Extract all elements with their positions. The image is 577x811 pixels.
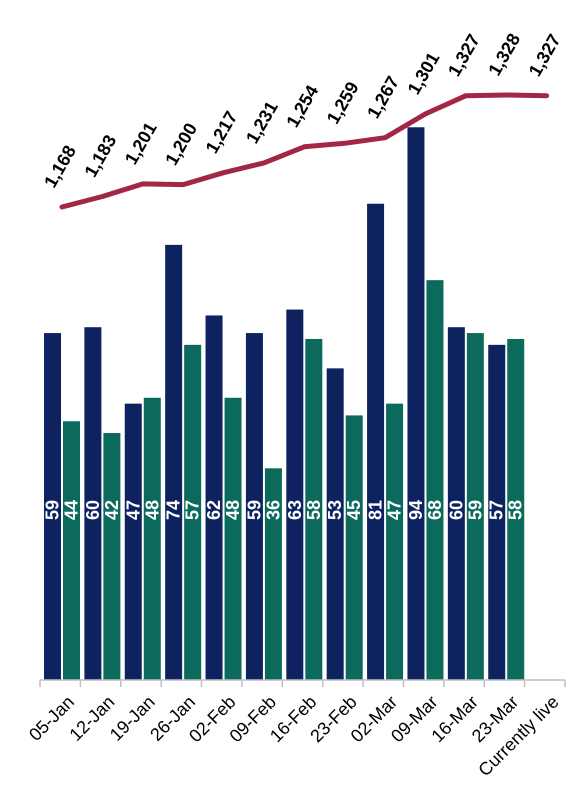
bar-b-3 <box>184 344 202 680</box>
line-layer: 1,168 1,183 1,201 1,200 1,217 1,231 1,254 1,259… <box>40 30 565 210</box>
line-label-11: 1,328 <box>484 30 524 79</box>
bar-b-1 <box>103 433 121 680</box>
bar-label-a-0: 59 <box>43 500 63 520</box>
bar-label-b-8: 47 <box>385 500 405 520</box>
bar-label-b-3: 57 <box>183 500 203 520</box>
x-tick-label-2: 19-Jan <box>106 692 159 745</box>
bar-label-b-6: 58 <box>304 500 324 520</box>
bar-a-9 <box>407 127 425 680</box>
bar-a-2 <box>124 403 142 680</box>
bar-label-b-5: 36 <box>263 500 283 520</box>
bar-label-a-10: 60 <box>446 500 466 520</box>
bar-a-6 <box>286 309 304 680</box>
bar-label-a-6: 63 <box>285 500 305 520</box>
bar-a-8 <box>367 203 385 680</box>
bar-a-7 <box>326 368 344 680</box>
line-label-3: 1,200 <box>161 120 201 169</box>
bar-b-6 <box>305 338 323 680</box>
bar-b-2 <box>143 397 161 680</box>
line-label-4: 1,217 <box>202 108 242 157</box>
line-label-9: 1,301 <box>404 49 444 98</box>
x-tick-label-1: 12-Jan <box>65 692 118 745</box>
line-label-8: 1,267 <box>363 73 403 122</box>
x-axis: 05-Jan12-Jan19-Jan26-Jan02-Feb09-Feb16-F… <box>25 679 566 780</box>
bar-label-a-5: 59 <box>244 500 264 520</box>
bar-label-b-11: 58 <box>506 500 526 520</box>
bar-b-0 <box>63 421 80 680</box>
bar-label-b-2: 48 <box>142 500 162 520</box>
bar-b-10 <box>466 333 484 680</box>
bar-label-a-2: 47 <box>123 500 143 520</box>
bar-a-1 <box>84 327 102 680</box>
bar-label-a-7: 53 <box>325 500 345 520</box>
line-label-10: 1,327 <box>444 31 484 80</box>
line-label-2: 1,201 <box>121 119 161 168</box>
line-label-12: 1,327 <box>525 31 565 80</box>
bar-a-0 <box>44 333 61 680</box>
bar-a-5 <box>245 333 263 680</box>
bar-label-b-1: 42 <box>102 500 122 520</box>
x-tick-label-0: 05-Jan <box>25 692 78 745</box>
series-line <box>59 92 550 210</box>
bar-label-a-4: 62 <box>204 500 224 520</box>
bar-label-b-0: 44 <box>62 500 82 520</box>
bar-label-b-10: 59 <box>465 500 485 520</box>
bar-b-5 <box>264 468 282 680</box>
bar-b-7 <box>345 415 363 680</box>
bar-label-a-8: 81 <box>366 500 386 520</box>
bar-b-8 <box>386 403 404 680</box>
bar-a-11 <box>488 344 506 680</box>
bar-label-b-7: 45 <box>344 500 364 520</box>
bar-a-4 <box>205 315 223 680</box>
line-label-5: 1,231 <box>242 98 282 147</box>
line-label-7: 1,259 <box>323 78 363 127</box>
bar-label-a-9: 94 <box>406 500 426 520</box>
line-label-1: 1,183 <box>81 131 121 180</box>
bar-label-a-1: 60 <box>83 500 103 520</box>
bar-b-9 <box>426 280 444 680</box>
bar-label-b-4: 48 <box>223 500 243 520</box>
bar-b-11 <box>507 338 525 680</box>
bar-a-10 <box>447 327 465 680</box>
bar-label-a-3: 74 <box>164 500 184 520</box>
bar-label-b-9: 68 <box>425 500 445 520</box>
bar-a-3 <box>165 244 183 680</box>
line-label-6: 1,254 <box>282 82 322 131</box>
line-label-0: 1,168 <box>40 142 80 191</box>
bars-layer: 59 44 60 42 47 48 74 57 62 48 59 36 63 58 53 45 81 47 94 68… <box>43 127 526 680</box>
bar-b-4 <box>224 397 242 680</box>
bar-label-a-11: 57 <box>487 500 507 520</box>
